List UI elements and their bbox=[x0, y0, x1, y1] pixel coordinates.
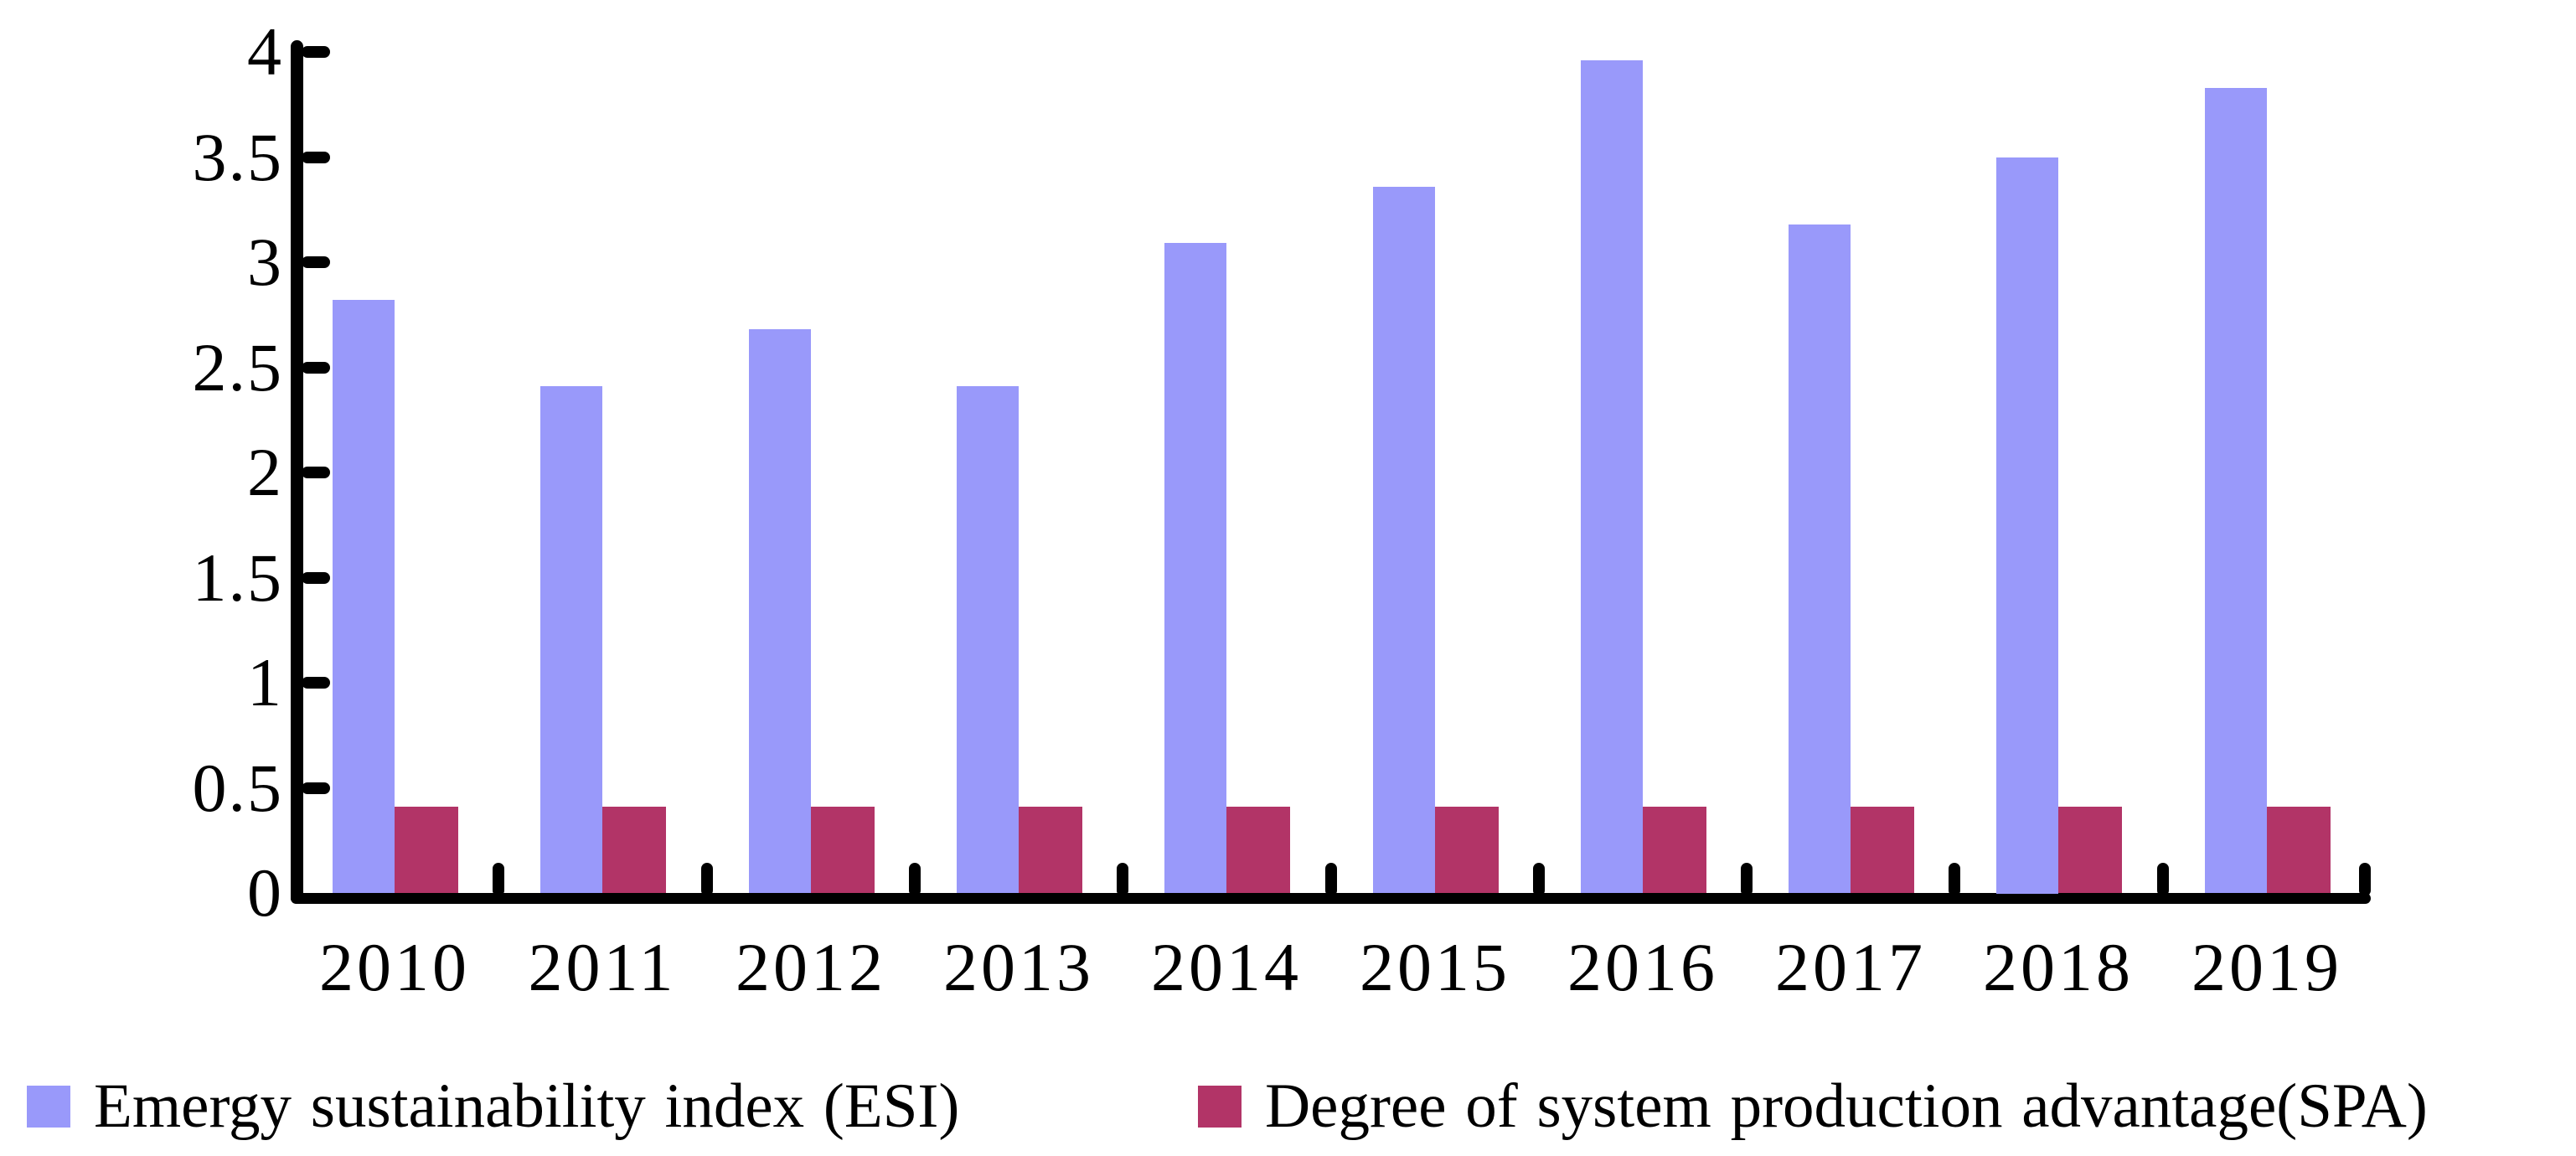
x-tick bbox=[493, 863, 504, 896]
y-tick-label: 1.5 bbox=[192, 539, 283, 616]
bar-esi-2018 bbox=[1996, 157, 2058, 894]
bar-spa-2019 bbox=[2267, 807, 2331, 893]
y-tick bbox=[302, 677, 330, 689]
x-tick bbox=[909, 863, 921, 896]
bar-esi-2015 bbox=[1373, 187, 1435, 893]
bar-esi-2016 bbox=[1581, 60, 1643, 893]
bar-esi-2010 bbox=[333, 300, 395, 893]
y-axis-line bbox=[291, 40, 303, 904]
bar-esi-2013 bbox=[957, 386, 1019, 893]
bar-esi-2012 bbox=[749, 329, 811, 893]
x-tick bbox=[1117, 863, 1128, 896]
bar-esi-2014 bbox=[1164, 243, 1226, 893]
y-tick-label: 3.5 bbox=[192, 119, 283, 195]
bar-spa-2013 bbox=[1019, 807, 1082, 893]
y-tick-label: 3 bbox=[247, 224, 283, 300]
x-category-label: 2011 bbox=[528, 929, 677, 1005]
x-tick bbox=[1533, 863, 1545, 896]
x-category-label: 2016 bbox=[1567, 929, 1718, 1005]
y-tick-label: 0 bbox=[247, 854, 283, 931]
bar-spa-2014 bbox=[1226, 807, 1290, 893]
x-tick bbox=[1949, 863, 1960, 896]
y-tick bbox=[302, 152, 330, 163]
y-tick-label: 2 bbox=[247, 434, 283, 510]
x-category-label: 2018 bbox=[1983, 929, 2134, 1005]
y-tick bbox=[302, 782, 330, 794]
x-category-label: 2013 bbox=[943, 929, 1094, 1005]
bar-spa-2017 bbox=[1851, 807, 1914, 893]
y-tick bbox=[302, 572, 330, 584]
y-tick-label: 1 bbox=[247, 644, 283, 720]
x-category-label: 2017 bbox=[1775, 929, 1926, 1005]
x-category-label: 2010 bbox=[319, 929, 470, 1005]
x-tick bbox=[1325, 863, 1337, 896]
x-tick bbox=[2359, 863, 2371, 896]
bar-esi-2019 bbox=[2205, 88, 2267, 893]
x-category-label: 2014 bbox=[1151, 929, 1302, 1005]
x-category-label: 2019 bbox=[2191, 929, 2342, 1005]
x-tick bbox=[1741, 863, 1753, 896]
x-tick bbox=[2157, 863, 2169, 896]
bar-spa-2018 bbox=[2058, 807, 2122, 893]
x-axis-line bbox=[291, 893, 2371, 904]
y-tick bbox=[302, 467, 330, 478]
y-tick-label: 2.5 bbox=[192, 329, 283, 405]
y-tick bbox=[302, 362, 330, 374]
x-tick bbox=[701, 863, 713, 896]
bar-spa-2016 bbox=[1643, 807, 1706, 893]
bar-spa-2015 bbox=[1435, 807, 1499, 893]
bar-spa-2011 bbox=[602, 807, 666, 893]
x-category-label: 2015 bbox=[1360, 929, 1510, 1005]
y-tick bbox=[302, 256, 330, 268]
bar-esi-2017 bbox=[1789, 224, 1851, 893]
y-tick-label: 4 bbox=[247, 13, 283, 90]
bar-spa-2012 bbox=[811, 807, 875, 893]
bar-esi-2011 bbox=[540, 386, 602, 893]
x-category-label: 2012 bbox=[736, 929, 886, 1005]
y-tick-label: 0.5 bbox=[192, 750, 283, 826]
y-tick bbox=[302, 46, 330, 58]
bar-spa-2010 bbox=[395, 807, 458, 893]
